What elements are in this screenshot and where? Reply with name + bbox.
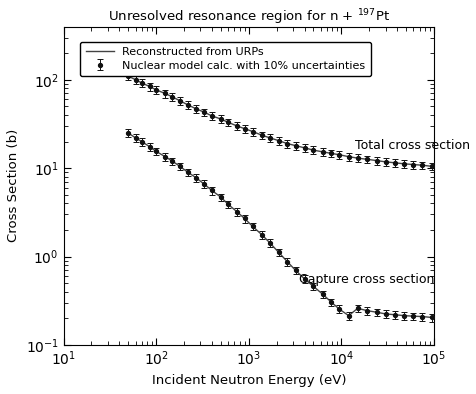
Reconstructed from URPs (328, 151, 334, 156)
Reconstructed from URPs (364, 157, 369, 162)
Reconstructed from URPs (249, 129, 255, 134)
Reconstructed from URPs (345, 154, 351, 159)
Reconstructed from URPs (391, 160, 397, 165)
Reconstructed from URPs (284, 141, 289, 146)
Reconstructed from URPs (201, 110, 207, 115)
Reconstructed from URPs (259, 133, 265, 138)
X-axis label: Incident Neutron Energy (eV): Incident Neutron Energy (eV) (151, 374, 345, 387)
Reconstructed from URPs (185, 102, 190, 107)
Reconstructed from URPs (310, 148, 316, 152)
Reconstructed from URPs (132, 77, 138, 82)
Reconstructed from URPs (177, 98, 182, 103)
Reconstructed from URPs (125, 74, 131, 78)
Reconstructed from URPs (419, 163, 425, 167)
Reconstructed from URPs (292, 143, 298, 148)
Legend: Reconstructed from URPs, Nuclear model calc. with 10% uncertainties: Reconstructed from URPs, Nuclear model c… (80, 42, 370, 76)
Title: Unresolved resonance region for n + $^{197}$Pt: Unresolved resonance region for n + $^{1… (108, 7, 389, 26)
Reconstructed from URPs (234, 124, 239, 128)
Y-axis label: Cross Section (b): Cross Section (b) (7, 129, 20, 242)
Reconstructed from URPs (225, 120, 230, 125)
Reconstructed from URPs (162, 91, 168, 96)
Reconstructed from URPs (147, 84, 152, 89)
Reconstructed from URPs (139, 81, 144, 85)
Text: Total cross section: Total cross section (354, 139, 469, 152)
Reconstructed from URPs (169, 95, 175, 99)
Reconstructed from URPs (373, 158, 378, 163)
Reconstructed from URPs (267, 136, 272, 140)
Reconstructed from URPs (319, 149, 325, 154)
Reconstructed from URPs (218, 117, 223, 121)
Reconstructed from URPs (301, 145, 307, 150)
Reconstructed from URPs (193, 106, 198, 111)
Reconstructed from URPs (336, 152, 341, 157)
Reconstructed from URPs (153, 87, 159, 92)
Reconstructed from URPs (241, 126, 247, 131)
Reconstructed from URPs (382, 160, 387, 164)
Reconstructed from URPs (275, 138, 281, 143)
Reconstructed from URPs (401, 162, 407, 166)
Reconstructed from URPs (208, 113, 214, 118)
Reconstructed from URPs (354, 156, 360, 160)
Text: Capture cross section: Capture cross section (298, 273, 434, 286)
Reconstructed from URPs (428, 164, 434, 169)
Reconstructed from URPs (410, 162, 416, 167)
Line: Reconstructed from URPs: Reconstructed from URPs (128, 76, 431, 166)
